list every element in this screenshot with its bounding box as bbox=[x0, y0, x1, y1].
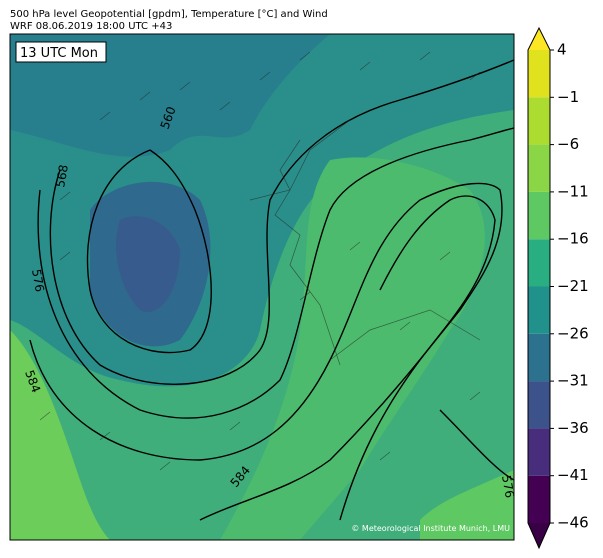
colorbar-tick-label: −26 bbox=[557, 324, 589, 342]
contour-label: 568 bbox=[53, 164, 71, 189]
time-label: 13 UTC Mon bbox=[20, 46, 98, 61]
header-run: WRF 08.06.2019 18:00 UTC +43 bbox=[10, 21, 172, 32]
colorbar-band bbox=[528, 144, 550, 192]
colorbar-band bbox=[528, 333, 550, 382]
colorbar-tick-label: −41 bbox=[557, 466, 589, 484]
colorbar-tick-label: 4 bbox=[557, 41, 567, 59]
colorbar-tick-label: −11 bbox=[557, 182, 589, 200]
colorbar-band bbox=[528, 286, 550, 334]
colorbar-band bbox=[528, 428, 550, 476]
colorbar-under bbox=[528, 523, 550, 548]
map: 13 UTC Mon 560 568 576 584 584 576 © Met… bbox=[9, 33, 517, 541]
contour-label: 576 bbox=[29, 268, 47, 293]
colorbar-band bbox=[528, 191, 550, 240]
colorbar-band bbox=[528, 475, 550, 523]
colorbar-tick-label: −46 bbox=[557, 514, 589, 532]
credit: © Meteorological Institute Munich, LMU bbox=[351, 524, 510, 533]
colorbar-tick-label: −31 bbox=[557, 372, 589, 390]
colorbar-tick-label: −1 bbox=[557, 88, 579, 106]
colorbar-band bbox=[528, 239, 550, 287]
colorbar: −46 −41 −36 −31 −26 −21 −16 −11 −6 −1 4 bbox=[527, 26, 589, 550]
colorbar-band bbox=[528, 97, 550, 145]
header-title: 500 hPa level Geopotential [gpdm], Tempe… bbox=[10, 9, 328, 20]
colorbar-tick-label: −16 bbox=[557, 230, 589, 248]
colorbar-over bbox=[528, 28, 550, 50]
colorbar-tick-label: −36 bbox=[557, 419, 589, 437]
colorbar-band bbox=[528, 50, 550, 98]
colorbar-tick-label: −21 bbox=[557, 277, 589, 295]
contour-label: 576 bbox=[499, 474, 517, 499]
colorbar-tick-label: −6 bbox=[557, 135, 579, 153]
colorbar-band bbox=[528, 381, 550, 429]
